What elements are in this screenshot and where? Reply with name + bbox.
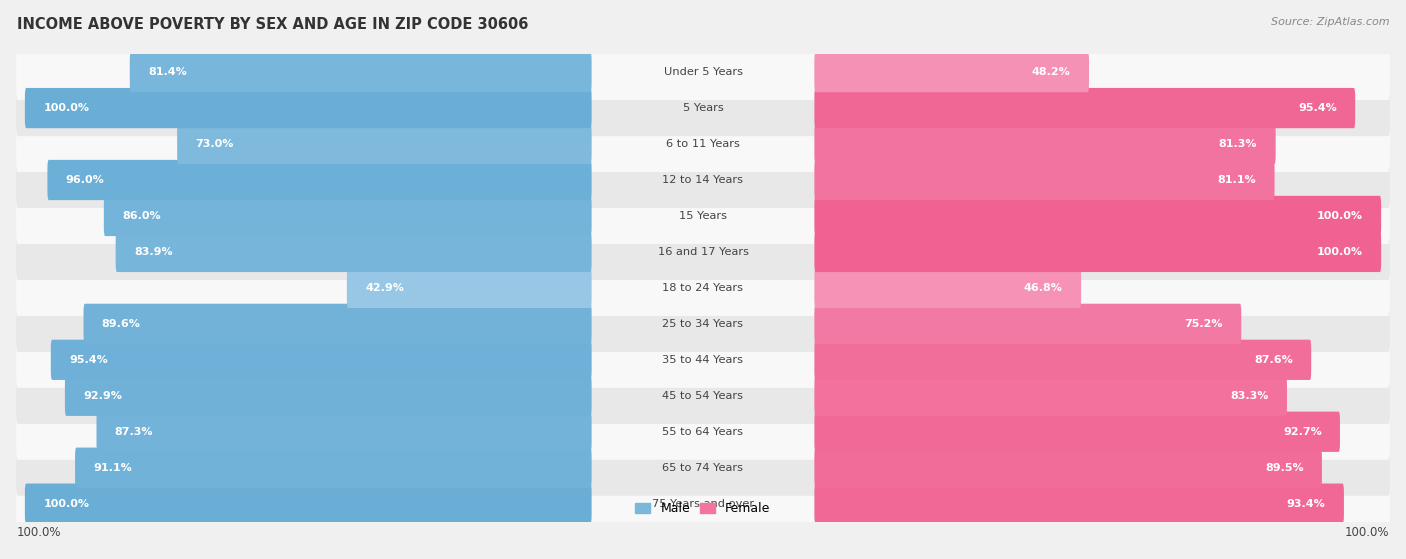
FancyBboxPatch shape [814,340,1312,380]
Text: 95.4%: 95.4% [1298,103,1337,113]
Text: 15 Years: 15 Years [679,211,727,221]
FancyBboxPatch shape [15,331,1391,388]
Text: 100.0%: 100.0% [44,103,89,113]
Text: Under 5 Years: Under 5 Years [664,67,742,77]
Text: 55 to 64 Years: 55 to 64 Years [662,427,744,437]
Text: 92.9%: 92.9% [83,391,122,401]
FancyBboxPatch shape [15,439,1391,496]
Text: 65 to 74 Years: 65 to 74 Years [662,463,744,473]
FancyBboxPatch shape [814,160,1275,200]
Text: 5 Years: 5 Years [683,103,723,113]
Text: 81.1%: 81.1% [1218,175,1256,185]
Legend: Male, Female: Male, Female [630,497,776,520]
FancyBboxPatch shape [814,88,1355,128]
Text: 46.8%: 46.8% [1024,283,1063,293]
FancyBboxPatch shape [115,232,592,272]
Text: INCOME ABOVE POVERTY BY SEX AND AGE IN ZIP CODE 30606: INCOME ABOVE POVERTY BY SEX AND AGE IN Z… [17,17,529,32]
FancyBboxPatch shape [15,80,1391,136]
Text: 81.3%: 81.3% [1219,139,1257,149]
FancyBboxPatch shape [25,484,592,524]
Text: 6 to 11 Years: 6 to 11 Years [666,139,740,149]
Text: 16 and 17 Years: 16 and 17 Years [658,247,748,257]
FancyBboxPatch shape [15,476,1391,532]
Text: 87.6%: 87.6% [1254,355,1294,365]
Text: 45 to 54 Years: 45 to 54 Years [662,391,744,401]
Text: 83.3%: 83.3% [1230,391,1268,401]
Text: 95.4%: 95.4% [69,355,108,365]
FancyBboxPatch shape [75,448,592,488]
FancyBboxPatch shape [104,196,592,236]
FancyBboxPatch shape [814,268,1081,308]
Text: 73.0%: 73.0% [195,139,233,149]
FancyBboxPatch shape [15,296,1391,352]
FancyBboxPatch shape [15,188,1391,244]
FancyBboxPatch shape [814,484,1344,524]
FancyBboxPatch shape [814,376,1286,416]
FancyBboxPatch shape [814,411,1340,452]
Text: 42.9%: 42.9% [366,283,404,293]
FancyBboxPatch shape [177,124,592,164]
Text: 89.6%: 89.6% [101,319,141,329]
Text: 100.0%: 100.0% [44,499,89,509]
FancyBboxPatch shape [25,88,592,128]
FancyBboxPatch shape [15,224,1391,280]
FancyBboxPatch shape [814,124,1275,164]
FancyBboxPatch shape [15,404,1391,460]
Text: 92.7%: 92.7% [1282,427,1322,437]
Text: 100.0%: 100.0% [1317,211,1362,221]
Text: 91.1%: 91.1% [93,463,132,473]
Text: 48.2%: 48.2% [1032,67,1071,77]
Text: 100.0%: 100.0% [1317,247,1362,257]
Text: Source: ZipAtlas.com: Source: ZipAtlas.com [1271,17,1389,27]
Text: 87.3%: 87.3% [115,427,153,437]
Text: 86.0%: 86.0% [122,211,160,221]
Text: 100.0%: 100.0% [17,527,62,539]
FancyBboxPatch shape [51,340,592,380]
FancyBboxPatch shape [347,268,592,308]
Text: 75 Years and over: 75 Years and over [652,499,754,509]
FancyBboxPatch shape [15,116,1391,172]
FancyBboxPatch shape [97,411,592,452]
FancyBboxPatch shape [83,304,592,344]
FancyBboxPatch shape [814,52,1090,92]
Text: 25 to 34 Years: 25 to 34 Years [662,319,744,329]
FancyBboxPatch shape [15,152,1391,208]
Text: 12 to 14 Years: 12 to 14 Years [662,175,744,185]
FancyBboxPatch shape [15,368,1391,424]
FancyBboxPatch shape [15,260,1391,316]
Text: 75.2%: 75.2% [1184,319,1223,329]
FancyBboxPatch shape [814,448,1322,488]
FancyBboxPatch shape [814,232,1381,272]
Text: 89.5%: 89.5% [1265,463,1303,473]
FancyBboxPatch shape [814,196,1381,236]
FancyBboxPatch shape [48,160,592,200]
Text: 35 to 44 Years: 35 to 44 Years [662,355,744,365]
FancyBboxPatch shape [15,44,1391,100]
FancyBboxPatch shape [65,376,592,416]
FancyBboxPatch shape [814,304,1241,344]
Text: 18 to 24 Years: 18 to 24 Years [662,283,744,293]
Text: 83.9%: 83.9% [134,247,173,257]
FancyBboxPatch shape [129,52,592,92]
Text: 81.4%: 81.4% [148,67,187,77]
Text: 100.0%: 100.0% [1344,527,1389,539]
Text: 96.0%: 96.0% [66,175,104,185]
Text: 93.4%: 93.4% [1286,499,1326,509]
